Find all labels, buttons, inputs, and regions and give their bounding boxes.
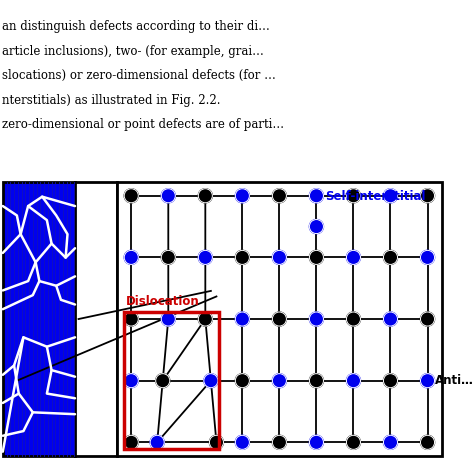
Text: Dislocation: Dislocation xyxy=(126,295,200,308)
Circle shape xyxy=(124,312,138,326)
Bar xyxy=(3,182,75,456)
Circle shape xyxy=(346,250,361,264)
Circle shape xyxy=(310,219,323,234)
Circle shape xyxy=(310,250,323,264)
Bar xyxy=(117,182,442,456)
Circle shape xyxy=(273,374,286,388)
Text: article inclusions), two- (for example, grai…: article inclusions), two- (for example, … xyxy=(2,45,264,58)
Circle shape xyxy=(310,374,323,388)
Circle shape xyxy=(346,189,361,203)
Circle shape xyxy=(346,312,361,326)
Circle shape xyxy=(124,250,138,264)
Circle shape xyxy=(124,189,138,203)
Circle shape xyxy=(198,189,212,203)
Circle shape xyxy=(383,435,398,449)
Circle shape xyxy=(383,312,398,326)
Circle shape xyxy=(204,374,218,388)
Circle shape xyxy=(198,250,212,264)
Circle shape xyxy=(235,312,249,326)
Circle shape xyxy=(161,312,175,326)
Circle shape xyxy=(150,435,164,449)
Circle shape xyxy=(161,189,175,203)
Circle shape xyxy=(420,374,435,388)
Bar xyxy=(124,312,219,449)
Circle shape xyxy=(235,374,249,388)
Circle shape xyxy=(235,250,249,264)
Circle shape xyxy=(310,435,323,449)
Text: slocations) or zero-dimensional defects (for …: slocations) or zero-dimensional defects … xyxy=(2,69,276,82)
Circle shape xyxy=(210,435,223,449)
Text: zero-dimensional or point defects are of parti…: zero-dimensional or point defects are of… xyxy=(2,118,284,131)
Circle shape xyxy=(346,435,361,449)
Circle shape xyxy=(235,189,249,203)
Text: Self-interstitial: Self-interstitial xyxy=(325,191,426,203)
Circle shape xyxy=(420,312,435,326)
Circle shape xyxy=(383,250,398,264)
Text: Anti…: Anti… xyxy=(435,374,474,387)
Circle shape xyxy=(155,374,170,388)
Circle shape xyxy=(346,374,361,388)
Circle shape xyxy=(273,189,286,203)
Circle shape xyxy=(273,250,286,264)
Polygon shape xyxy=(75,182,117,456)
Circle shape xyxy=(420,189,435,203)
Circle shape xyxy=(124,435,138,449)
Circle shape xyxy=(124,374,138,388)
Circle shape xyxy=(420,250,435,264)
Circle shape xyxy=(383,189,398,203)
Circle shape xyxy=(198,312,212,326)
Circle shape xyxy=(161,250,175,264)
Circle shape xyxy=(273,312,286,326)
Circle shape xyxy=(310,189,323,203)
Circle shape xyxy=(310,312,323,326)
Circle shape xyxy=(235,435,249,449)
Circle shape xyxy=(273,435,286,449)
Text: an distinguish defects according to their di…: an distinguish defects according to thei… xyxy=(2,20,270,34)
Circle shape xyxy=(383,374,398,388)
Text: nterstitials) as illustrated in Fig. 2.2.: nterstitials) as illustrated in Fig. 2.2… xyxy=(2,93,220,107)
Circle shape xyxy=(420,435,435,449)
